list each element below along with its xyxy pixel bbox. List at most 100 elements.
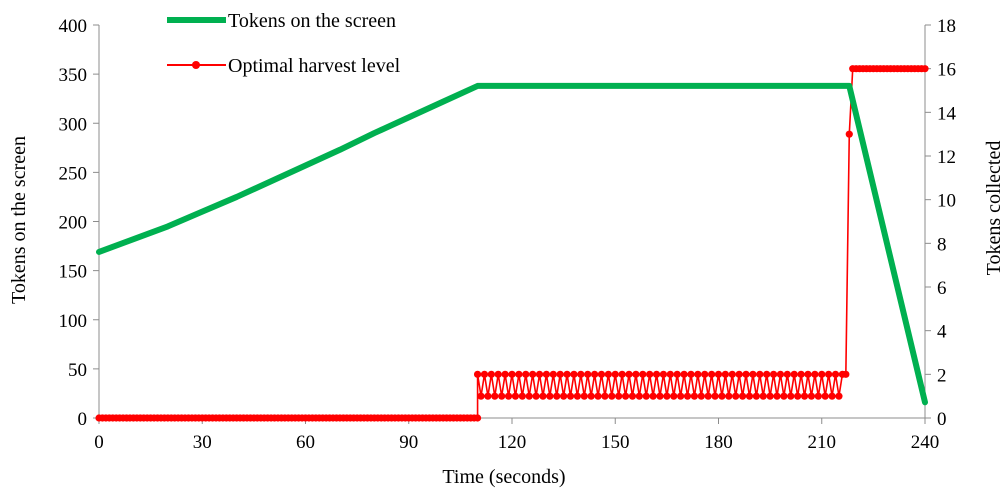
- y-tick-label-right: 12: [937, 147, 956, 168]
- y-axis-title-left: Tokens on the screen: [8, 136, 30, 304]
- harvest-point: [522, 370, 530, 378]
- y-tick-label-left: 150: [59, 262, 88, 283]
- legend: Tokens on the screen Optimal harvest lev…: [167, 10, 401, 77]
- harvest-point: [591, 370, 599, 378]
- harvest-point: [597, 370, 606, 378]
- harvest-point: [608, 392, 616, 400]
- harvest-point: [604, 370, 612, 378]
- y-tick-label-left: 0: [78, 409, 88, 430]
- x-tick-label: 210: [808, 432, 837, 453]
- y-tick-label-right: 10: [937, 191, 956, 212]
- y-tick-label-right: 14: [937, 103, 957, 124]
- harvest-point: [776, 370, 785, 378]
- y-axis-title-right: Tokens collected: [983, 141, 1005, 276]
- harvest-point: [504, 392, 513, 400]
- legend-marker-harvest: [192, 61, 200, 69]
- legend-label-tokens-on-screen: Tokens on the screen: [228, 10, 396, 32]
- harvest-point: [790, 370, 798, 378]
- y-tick-label-right: 16: [937, 60, 956, 81]
- y-tick-label-left: 400: [59, 16, 88, 37]
- harvest-point: [797, 370, 805, 378]
- y-tick-label-left: 300: [59, 114, 88, 135]
- x-tick-label: 30: [193, 432, 212, 453]
- harvest-point: [738, 392, 747, 400]
- harvest-point: [491, 392, 499, 400]
- harvest-point: [804, 370, 812, 378]
- harvest-point: [594, 392, 602, 400]
- harvest-point: [742, 370, 750, 378]
- harvest-point: [845, 130, 853, 138]
- harvest-point: [501, 370, 509, 378]
- harvest-point: [670, 392, 678, 400]
- harvest-point: [511, 392, 520, 400]
- harvest-point: [498, 392, 506, 400]
- harvest-point: [549, 370, 557, 378]
- harvest-point: [769, 370, 778, 378]
- harvest-point: [618, 370, 626, 378]
- harvest-point: [683, 392, 692, 400]
- harvest-point: [566, 392, 575, 400]
- legend-label-harvest: Optimal harvest level: [228, 55, 401, 77]
- harvest-point: [584, 370, 592, 378]
- harvest-point: [828, 392, 836, 400]
- harvest-point: [752, 392, 760, 400]
- harvest-point: [708, 370, 716, 378]
- y-tick-label-right: 2: [937, 365, 947, 386]
- harvest-point: [677, 392, 685, 400]
- x-tick-label: 0: [94, 432, 104, 453]
- harvest-point: [694, 370, 702, 378]
- harvest-point: [811, 370, 819, 378]
- harvest-point: [556, 370, 564, 378]
- harvest-point: [615, 392, 623, 400]
- harvest-point: [800, 392, 809, 400]
- harvest-point: [842, 370, 850, 378]
- harvest-point: [749, 370, 757, 378]
- harvest-point: [725, 392, 733, 400]
- harvest-point: [721, 370, 729, 378]
- harvest-point: [659, 370, 668, 378]
- harvest-point: [780, 392, 788, 400]
- x-tick-label: 120: [498, 432, 527, 453]
- harvest-point: [477, 392, 485, 400]
- harvest-point: [535, 370, 544, 378]
- harvest-point: [563, 370, 571, 378]
- axes: 0 30 60 90 120 150 180 210 240050100150200250300…: [59, 16, 957, 453]
- harvest-point: [635, 392, 643, 400]
- harvest-point: [480, 370, 489, 378]
- harvest-point: [642, 392, 650, 400]
- harvest-point: [639, 370, 647, 378]
- series-line-tokens-on-screen: [96, 82, 928, 406]
- y-tick-label-right: 4: [937, 322, 947, 343]
- harvest-point: [529, 370, 537, 378]
- harvest-point: [646, 370, 654, 378]
- harvest-point: [673, 370, 681, 378]
- harvest-point: [763, 370, 771, 378]
- x-tick-label: 150: [601, 432, 630, 453]
- x-tick-label: 180: [704, 432, 733, 453]
- harvest-point: [821, 392, 829, 400]
- harvest-point: [611, 370, 619, 378]
- y-tick-label-right: 18: [937, 16, 956, 37]
- harvest-point: [570, 370, 578, 378]
- harvest-point: [690, 392, 699, 400]
- harvest-point: [663, 392, 671, 400]
- harvest-point: [687, 370, 695, 378]
- y-tick-label-left: 350: [59, 65, 88, 86]
- harvest-point: [680, 370, 688, 378]
- harvest-point: [652, 370, 661, 378]
- harvest-point: [735, 370, 743, 378]
- harvest-point: [656, 392, 664, 400]
- harvest-point: [714, 370, 723, 378]
- harvest-point: [518, 392, 526, 400]
- harvest-point: [542, 370, 551, 378]
- harvest-point: [759, 392, 767, 400]
- harvest-point: [807, 392, 816, 400]
- x-tick-label: 60: [296, 432, 315, 453]
- harvest-point: [532, 392, 540, 400]
- series-line-harvest: [99, 67, 925, 419]
- harvest-point: [515, 370, 523, 378]
- harvest-point: [539, 392, 547, 400]
- harvest-point: [728, 370, 736, 378]
